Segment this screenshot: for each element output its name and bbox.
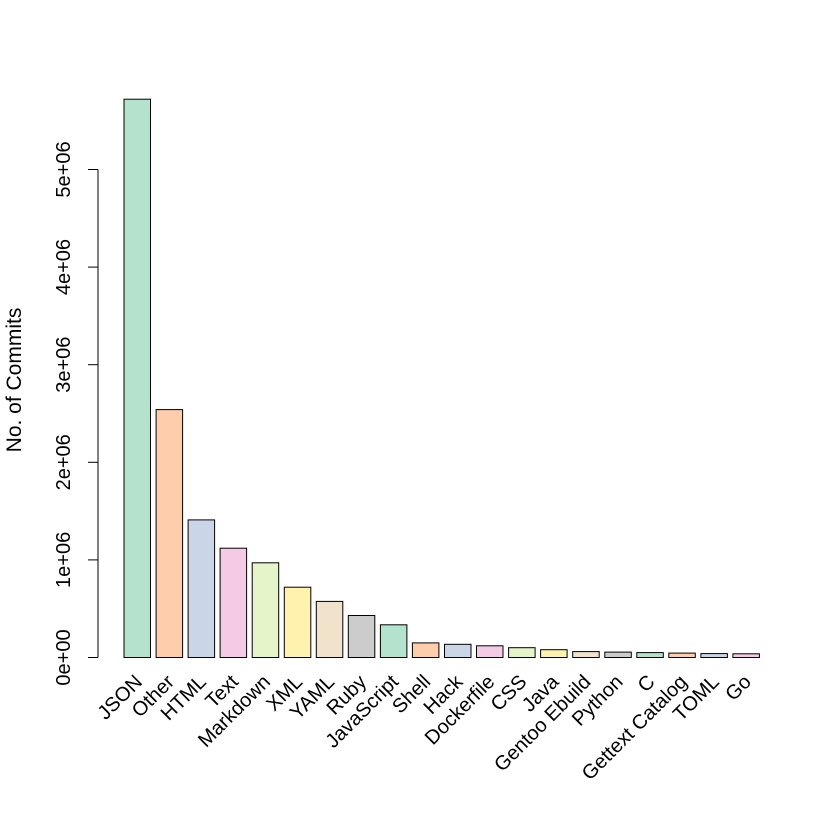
bar-python bbox=[604, 651, 632, 658]
bar-gettext-catalog bbox=[668, 652, 696, 658]
bar-text bbox=[219, 547, 248, 659]
bar-java bbox=[540, 649, 568, 659]
y-tick-label: 0e+00 bbox=[53, 629, 75, 685]
y-tick-label: 3e+06 bbox=[53, 337, 75, 393]
bar-json bbox=[123, 98, 151, 658]
bar-html bbox=[187, 519, 216, 659]
bar-ruby bbox=[347, 615, 376, 658]
bar-hack bbox=[444, 643, 472, 658]
x-axis-labels: JSONOtherHTMLTextMarkdownXMLYAMLRubyJava… bbox=[94, 670, 756, 785]
x-tick-label: Go bbox=[721, 671, 755, 705]
bar-gentoo-ebuild bbox=[572, 651, 600, 658]
y-tick-label: 4e+06 bbox=[53, 239, 75, 295]
bar-c bbox=[636, 652, 664, 658]
bar-shell bbox=[411, 642, 440, 659]
bar-css bbox=[508, 647, 536, 659]
bar-yaml bbox=[315, 600, 344, 659]
y-axis: 0e+00 1e+06 2e+06 3e+06 4e+06 5e+06 bbox=[53, 141, 99, 686]
bar-other bbox=[155, 409, 184, 658]
bar-markdown bbox=[251, 562, 280, 658]
bars-group bbox=[123, 98, 760, 659]
bar-go bbox=[732, 653, 760, 658]
y-tick-label: 2e+06 bbox=[53, 434, 75, 490]
bar-dockerfile bbox=[476, 645, 504, 658]
y-tick-label: 5e+06 bbox=[53, 141, 75, 197]
bar-xml bbox=[283, 586, 312, 659]
y-tick-label: 1e+06 bbox=[53, 532, 75, 588]
bar-javascript bbox=[379, 624, 408, 658]
bar-toml bbox=[700, 653, 728, 658]
y-axis-label: No. of Commits bbox=[3, 308, 26, 453]
